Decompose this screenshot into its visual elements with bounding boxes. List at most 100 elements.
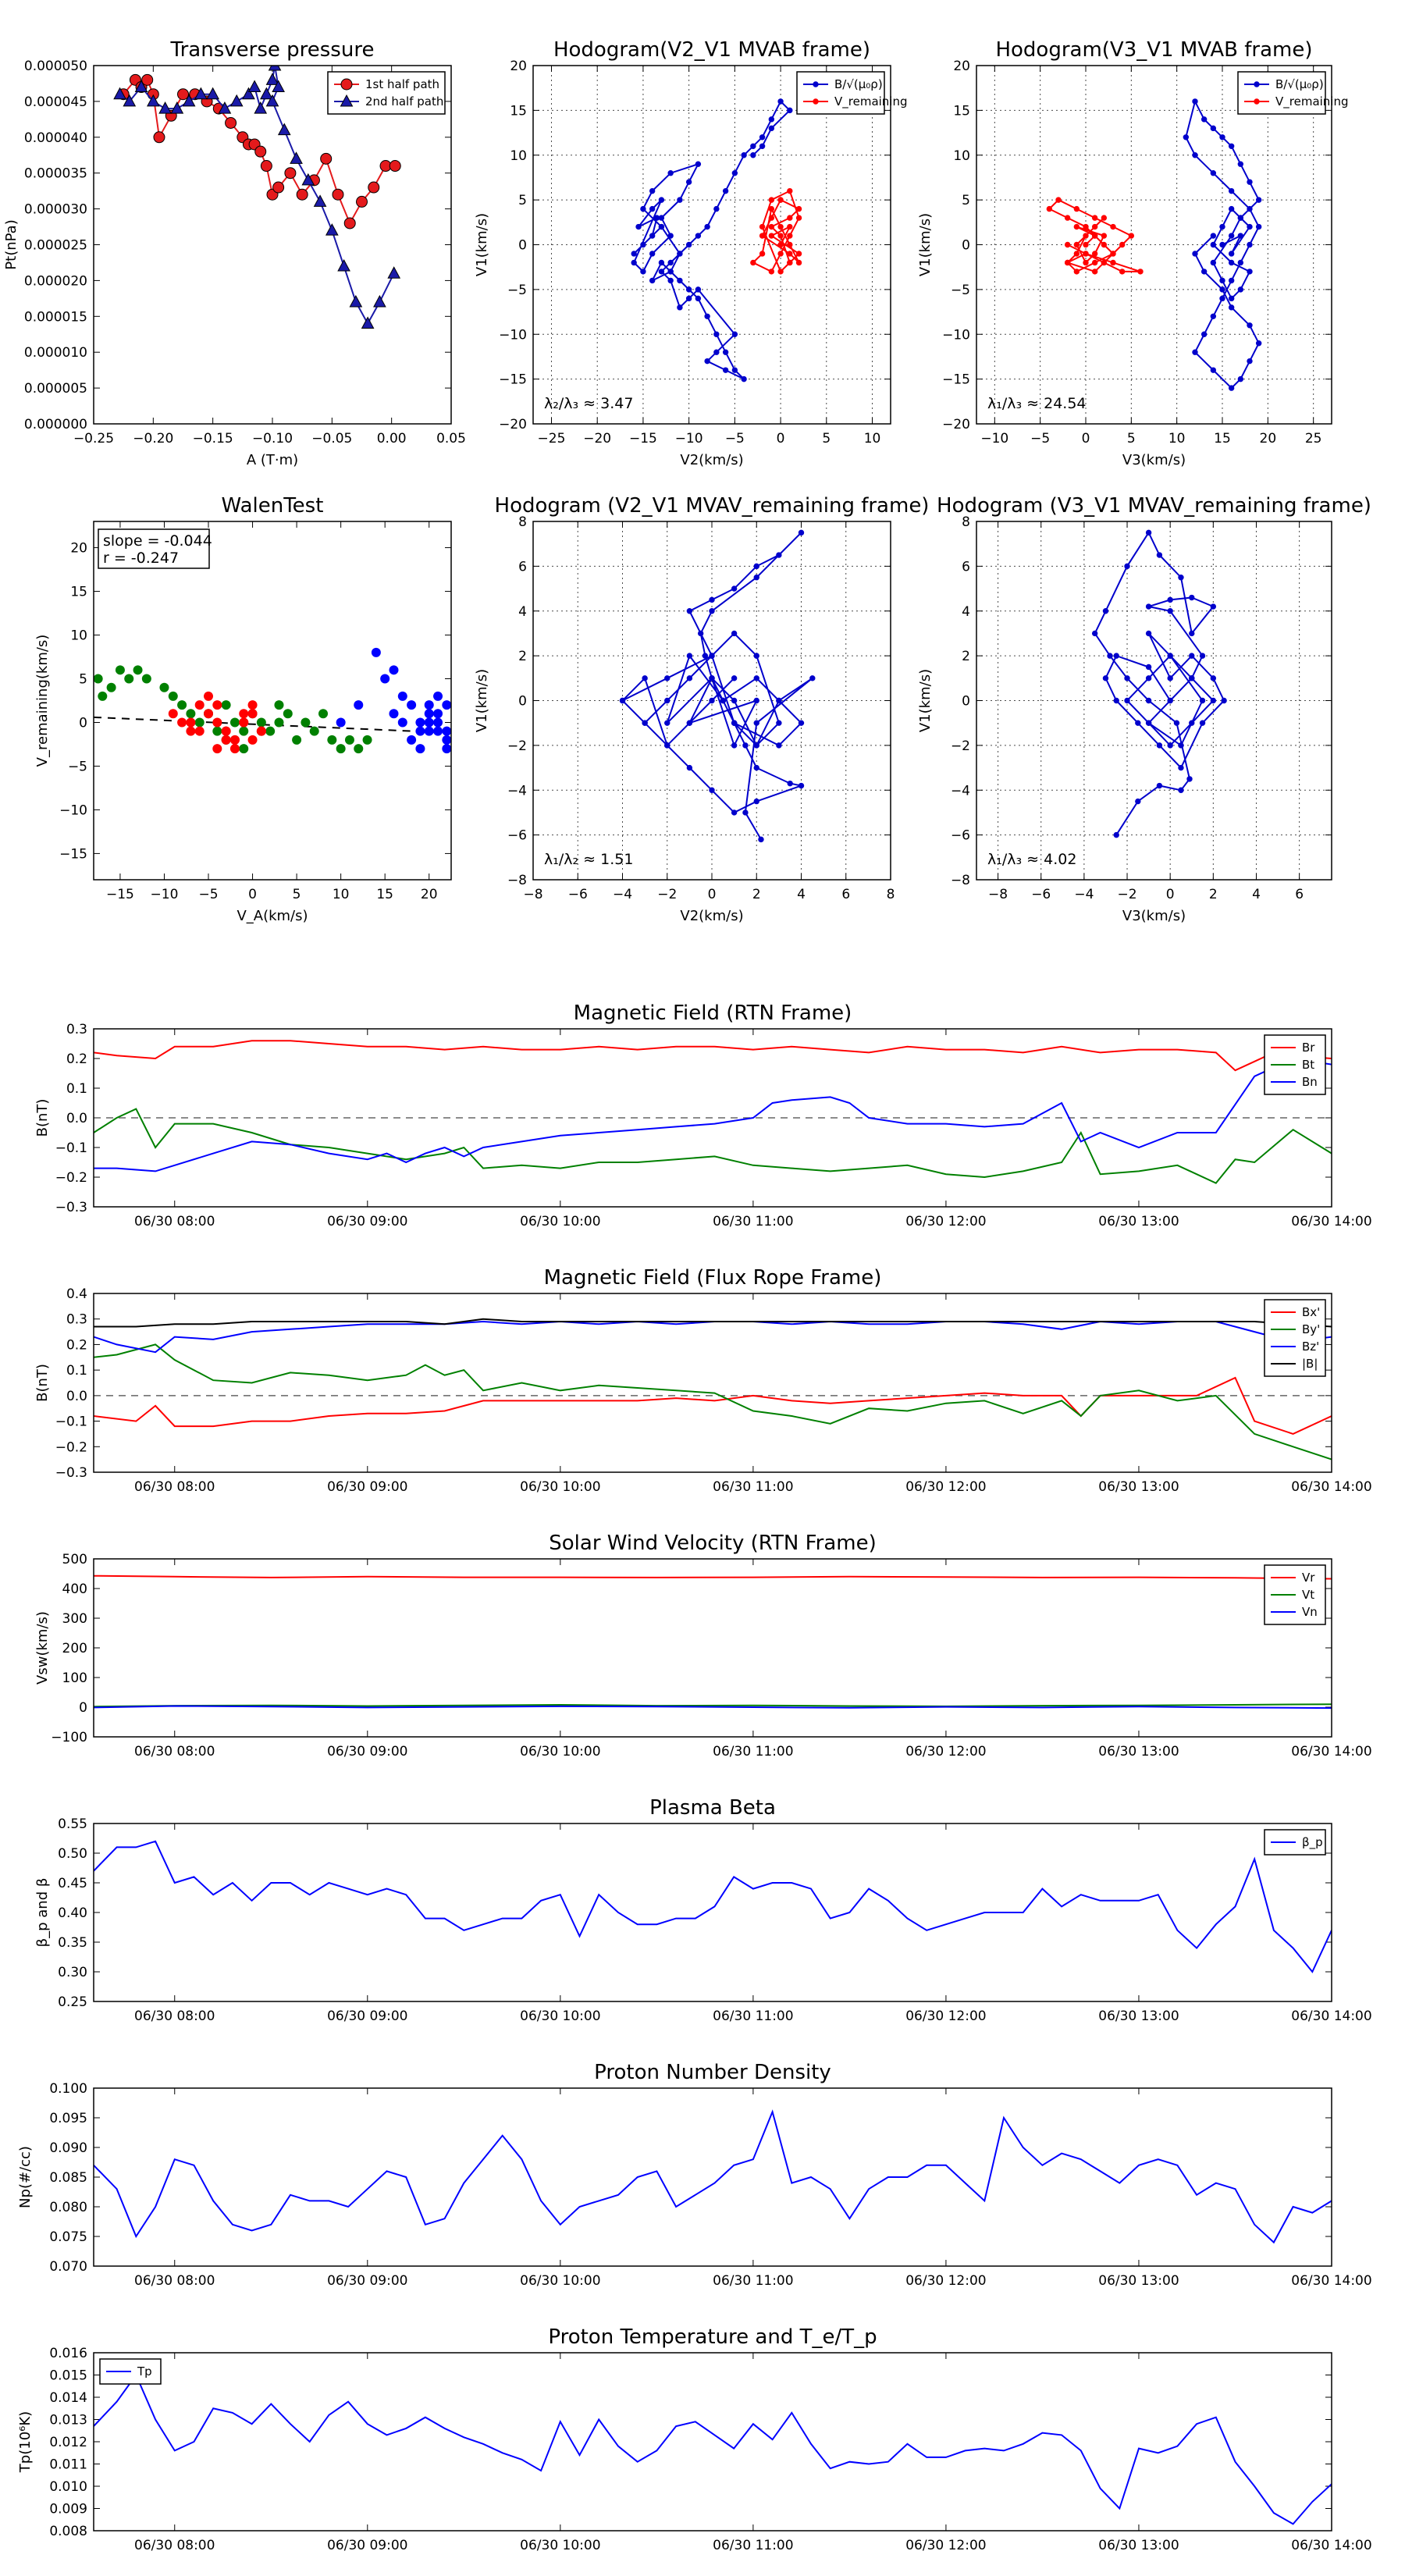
data-point bbox=[1119, 241, 1126, 248]
data-point bbox=[407, 735, 417, 745]
data-point bbox=[722, 187, 729, 194]
data-point bbox=[664, 742, 670, 749]
plot-area bbox=[94, 1840, 1332, 1973]
data-point bbox=[133, 665, 143, 675]
data-point bbox=[742, 742, 749, 749]
y-tick-label: 0.000035 bbox=[24, 166, 87, 182]
data-point bbox=[442, 744, 451, 754]
plot-area bbox=[631, 98, 802, 382]
chart-proton-temperature: Proton Temperature and T_e/T_p 06/30 08:0… bbox=[17, 2325, 1372, 2553]
data-point bbox=[177, 700, 187, 710]
series-line bbox=[94, 1376, 1332, 1435]
x-tick-label: −5 bbox=[1030, 431, 1050, 447]
data-point bbox=[1228, 385, 1235, 391]
data-point bbox=[1156, 782, 1163, 789]
data-point bbox=[371, 647, 381, 657]
data-point bbox=[776, 552, 782, 558]
chart-solar-wind-velocity: Solar Wind Velocity (RTN Frame) 06/30 08:… bbox=[34, 1532, 1372, 1759]
y-tick-label: 20 bbox=[953, 59, 970, 74]
data-point bbox=[731, 585, 738, 592]
x-tick-label: 06/30 12:00 bbox=[905, 2273, 986, 2289]
data-point bbox=[313, 194, 327, 207]
y-tick-label: −15 bbox=[942, 372, 970, 388]
y-tick-label: 0 bbox=[518, 238, 527, 254]
chart-title: Magnetic Field (Flux Rope Frame) bbox=[544, 1266, 882, 1290]
y-axis-label: V1(km/s) bbox=[474, 669, 490, 732]
legend-label: Tp bbox=[137, 2364, 152, 2379]
y-tick-label: 0.000050 bbox=[24, 59, 87, 74]
data-point bbox=[1145, 675, 1152, 681]
x-tick-label: 06/30 10:00 bbox=[520, 2008, 600, 2024]
data-point bbox=[1137, 269, 1144, 275]
y-tick-label: 0.000005 bbox=[24, 381, 87, 397]
y-tick-label: 0.000010 bbox=[24, 345, 87, 361]
legend: B/√(μ₀ρ) V_remaining bbox=[1237, 71, 1349, 115]
data-point bbox=[731, 809, 738, 816]
y-tick-label: 400 bbox=[62, 1582, 87, 1597]
legend: Tp bbox=[99, 2358, 162, 2385]
lambda-ratio-label: λ₁/λ₃ ≈ 4.02 bbox=[987, 851, 1076, 868]
x-tick-label: 06/30 11:00 bbox=[713, 1214, 793, 1229]
x-axis-label: V3(km/s) bbox=[1122, 452, 1186, 468]
data-point bbox=[415, 717, 425, 728]
y-axis-label: V1(km/s) bbox=[917, 213, 934, 276]
x-tick-label: −5 bbox=[725, 431, 745, 447]
y-tick-label: −5 bbox=[68, 759, 87, 774]
series--b- bbox=[94, 1318, 1332, 1328]
x-tick-label: 06/30 08:00 bbox=[134, 1214, 215, 1229]
y-tick-label: 0.40 bbox=[58, 1905, 87, 1921]
plot-frame bbox=[93, 1028, 1332, 1208]
chart-title: WalenTest bbox=[222, 494, 324, 518]
data-point bbox=[1101, 215, 1108, 221]
y-tick-label: 4 bbox=[518, 604, 527, 620]
data-point bbox=[777, 251, 784, 257]
plot-area bbox=[94, 1040, 1332, 1184]
data-point bbox=[768, 197, 775, 203]
y-tick-label: −2 bbox=[507, 738, 527, 754]
y-tick-label: 0.100 bbox=[49, 2081, 87, 2097]
data-point bbox=[753, 764, 759, 771]
data-point bbox=[343, 217, 356, 229]
y-tick-label: −4 bbox=[507, 783, 527, 799]
legend-label: Bx' bbox=[1302, 1305, 1320, 1319]
data-point bbox=[204, 709, 214, 719]
data-point bbox=[1192, 349, 1198, 355]
data-point bbox=[415, 726, 425, 736]
y-tick-label: 0.3 bbox=[66, 1312, 87, 1328]
data-point bbox=[731, 720, 738, 726]
data-point bbox=[1210, 170, 1217, 176]
y-tick-label: 0.25 bbox=[58, 1994, 87, 2010]
data-point bbox=[206, 87, 220, 100]
y-tick-label: −6 bbox=[507, 828, 527, 844]
x-tick-label: 06/30 12:00 bbox=[905, 1214, 986, 1229]
data-point bbox=[141, 73, 154, 86]
y-tick-label: 20 bbox=[70, 541, 87, 557]
data-point bbox=[1247, 322, 1253, 329]
data-point bbox=[722, 349, 729, 355]
data-point bbox=[301, 717, 311, 728]
data-point bbox=[177, 717, 187, 728]
data-point bbox=[731, 170, 738, 176]
data-point bbox=[1178, 787, 1184, 793]
data-point bbox=[1064, 215, 1071, 221]
data-point bbox=[1228, 304, 1235, 311]
data-point bbox=[1156, 552, 1163, 558]
y-tick-label: −8 bbox=[951, 873, 970, 888]
x-tick-label: 06/30 09:00 bbox=[327, 2008, 407, 2024]
data-point bbox=[332, 188, 344, 201]
data-point bbox=[1083, 241, 1089, 248]
x-tick-label: 06/30 08:00 bbox=[134, 2538, 215, 2553]
data-point bbox=[254, 101, 268, 114]
data-point bbox=[1073, 205, 1080, 212]
data-point bbox=[1210, 259, 1217, 266]
y-tick-label: 5 bbox=[79, 672, 87, 688]
data-point bbox=[753, 798, 759, 805]
data-point bbox=[239, 709, 249, 719]
x-tick-label: −4 bbox=[613, 887, 632, 902]
lambda-ratio-label: λ₂/λ₃ ≈ 3.47 bbox=[544, 395, 633, 412]
x-tick-label: 06/30 13:00 bbox=[1098, 2008, 1179, 2024]
y-tick-label: 15 bbox=[510, 103, 527, 119]
y-tick-label: 10 bbox=[953, 148, 970, 164]
y-tick-label: 0.1 bbox=[66, 1363, 87, 1379]
data-point bbox=[221, 735, 231, 745]
